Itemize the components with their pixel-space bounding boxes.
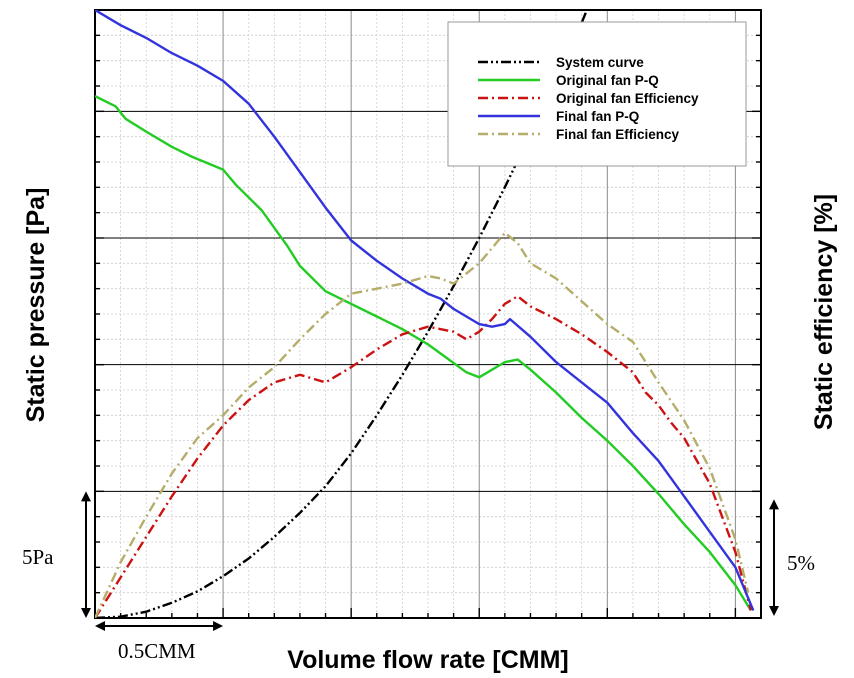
y-scale-label-left: 5Pa bbox=[22, 545, 54, 569]
scale-arrow-head bbox=[81, 491, 91, 502]
legend-box bbox=[447, 21, 747, 167]
series-line-original-fan-p-q bbox=[95, 95, 752, 612]
scale-arrow-head bbox=[81, 608, 91, 618]
legend-label: Original fan P-Q bbox=[556, 73, 659, 88]
series-line-final-fan-efficiency bbox=[95, 231, 750, 618]
scale-arrow-head bbox=[213, 621, 224, 631]
legend: System curve Original fan P-Q Original fan… bbox=[447, 21, 747, 167]
series-line-system-curve bbox=[95, 10, 589, 618]
series-group bbox=[95, 10, 755, 618]
series-line-final-fan-p-q bbox=[95, 10, 755, 611]
x-scale-label: 0.5CMM bbox=[118, 639, 196, 663]
y-axis-label-left: Static pressure [Pa] bbox=[22, 188, 50, 423]
legend-label: Final fan Efficiency bbox=[556, 127, 680, 142]
legend-label: Original fan Efficiency bbox=[556, 91, 699, 106]
legend-label: System curve bbox=[556, 55, 644, 70]
axes bbox=[94, 9, 762, 619]
scale-arrow-head bbox=[769, 606, 779, 616]
x-axis-label: Volume flow rate [CMM] bbox=[287, 646, 568, 674]
scale-markers bbox=[81, 491, 779, 631]
series-line-original-fan-efficiency bbox=[95, 295, 752, 618]
scale-arrow-head bbox=[769, 499, 779, 510]
scale-arrow-head bbox=[95, 621, 105, 631]
y-scale-label-right: 5% bbox=[787, 551, 815, 575]
y-axis-label-right: Static efficiency [%] bbox=[810, 194, 838, 430]
legend-label: Final fan P-Q bbox=[556, 109, 639, 124]
